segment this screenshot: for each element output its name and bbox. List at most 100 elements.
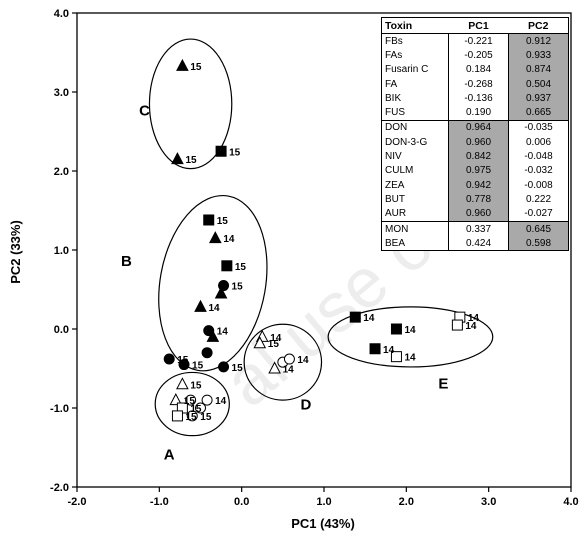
point-open-circle	[195, 402, 206, 414]
point-label: 14	[363, 313, 375, 324]
point-open-triangle	[268, 361, 281, 374]
point-open-triangle	[253, 336, 267, 349]
pc1-value: 0.842	[448, 149, 509, 164]
point-label: 15	[229, 147, 241, 158]
point-label: 14	[223, 234, 235, 245]
pc2-value: 0.006	[525, 136, 552, 148]
x-tick-label: 4.0	[563, 496, 578, 508]
point-label: 14	[404, 325, 416, 336]
loading-row: NIV 0.842 -0.048	[382, 149, 569, 164]
point-label: 15	[192, 361, 204, 372]
point-open-circle	[283, 353, 295, 365]
group-label-c: C	[139, 103, 150, 120]
point-open-square	[451, 319, 463, 331]
loading-row: FAs -0.205 0.933	[382, 48, 569, 63]
pc1-value: -0.268	[448, 76, 509, 92]
point-label: 15	[235, 262, 247, 273]
toxin-name: DON-3-G	[385, 136, 428, 148]
group-label-b: B	[121, 253, 132, 270]
toxin-name: FBs	[385, 35, 403, 47]
pc2-value: 0.912	[508, 33, 569, 49]
point-filled-triangle	[208, 231, 222, 244]
point-filled-square	[203, 214, 215, 226]
y-tick-label: 3.0	[54, 87, 69, 99]
pc1-value: 0.184	[448, 62, 509, 77]
toxin-name: BIK	[385, 92, 402, 104]
header-pc1: PC1	[448, 17, 509, 34]
point-filled-circle	[218, 361, 230, 373]
point-label: 15	[185, 155, 197, 166]
point-open-triangle	[169, 393, 183, 406]
loadings-body: FBs -0.221 0.912 FAs -0.205 0.933 Fusarin C 0.1…	[381, 33, 569, 251]
point-open-square	[171, 410, 183, 422]
y-tick-label: -1.0	[50, 403, 69, 415]
point-label: 15	[190, 404, 202, 415]
header-pc2: PC2	[508, 17, 569, 34]
loading-row: MON 0.337 0.645	[381, 220, 569, 237]
point-filled-square	[369, 343, 381, 355]
y-tick-label: -2.0	[50, 482, 69, 494]
data-points	[163, 58, 466, 422]
y-tick-label: 1.0	[54, 245, 69, 257]
y-tick-label: 4.0	[54, 8, 69, 20]
toxin-name: DON	[381, 119, 449, 136]
point-open-square	[390, 351, 402, 363]
loadings-header-row: Toxin PC1 PC2	[381, 17, 569, 34]
pc2-value: 0.598	[508, 236, 569, 251]
pc2-value: 0.937	[508, 91, 569, 106]
group-ellipse-c	[148, 38, 233, 170]
pc2-value: -0.032	[524, 165, 553, 177]
loading-row: DON-3-G 0.960 0.006	[382, 135, 569, 150]
x-tick-label: -1.0	[150, 496, 169, 508]
loading-row: Fusarin C 0.184 0.874	[382, 62, 569, 77]
pc1-value: 0.960	[448, 206, 509, 222]
loading-row: BEA 0.424 0.598	[382, 236, 569, 251]
point-filled-triangle	[206, 329, 220, 342]
x-axis-title: PC1 (43%)	[291, 516, 355, 531]
group-ellipse-b	[158, 194, 268, 372]
pc2-value: 0.222	[525, 193, 552, 205]
point-label: 15	[232, 282, 244, 293]
pc2-value: 0.933	[508, 48, 569, 63]
point-label: 14	[383, 345, 395, 356]
loading-row: ZEA 0.942 -0.008	[382, 177, 569, 193]
point-open-circle	[185, 394, 197, 406]
point-label: 15	[184, 396, 196, 407]
x-tick-label: 2.0	[399, 496, 414, 508]
toxin-name: FA	[385, 78, 398, 90]
x-tick-label: 1.0	[316, 496, 331, 508]
point-filled-circle	[178, 359, 190, 371]
point-label: 14	[297, 355, 309, 366]
loading-row: DON 0.964 -0.035	[381, 119, 569, 136]
point-open-circle	[201, 394, 213, 406]
axes: -2.0 -1.0 0.0 1.0 2.0 3.0 4.0 -2.0 -1.0 0.0 1.0 2.0…	[50, 8, 579, 508]
point-filled-square	[215, 145, 227, 157]
pc1-value: -0.205	[448, 48, 509, 63]
point-filled-circle	[163, 353, 175, 365]
group-label-e: E	[438, 375, 448, 392]
pc1-value: 0.942	[448, 177, 509, 193]
pc1-value: 0.778	[448, 192, 509, 207]
loading-row: FBs -0.221 0.912	[382, 33, 569, 49]
x-tick-label: 3.0	[481, 496, 496, 508]
point-label: 15	[268, 339, 280, 350]
point-label: 14	[270, 333, 282, 344]
point-label: 15	[177, 355, 189, 366]
point-label: 15	[200, 412, 212, 423]
group-ellipse-e	[327, 306, 494, 368]
pc1-value: -0.136	[448, 91, 509, 106]
point-filled-circle	[201, 347, 213, 359]
point-label: 14	[215, 396, 227, 407]
loading-row: FUS 0.190 0.665	[382, 105, 569, 121]
point-label: 14	[283, 365, 295, 376]
group-ellipse-d	[243, 323, 323, 401]
group-ellipse-a	[154, 371, 230, 437]
pc2-value: 0.665	[508, 105, 569, 121]
loading-row: FA -0.268 0.504	[382, 76, 569, 92]
point-label: 14	[465, 321, 477, 332]
point-label: 14	[209, 303, 221, 314]
point-filled-square	[221, 260, 233, 272]
header-toxin: Toxin	[381, 17, 449, 34]
loading-row: AUR 0.960 -0.027	[382, 206, 569, 222]
